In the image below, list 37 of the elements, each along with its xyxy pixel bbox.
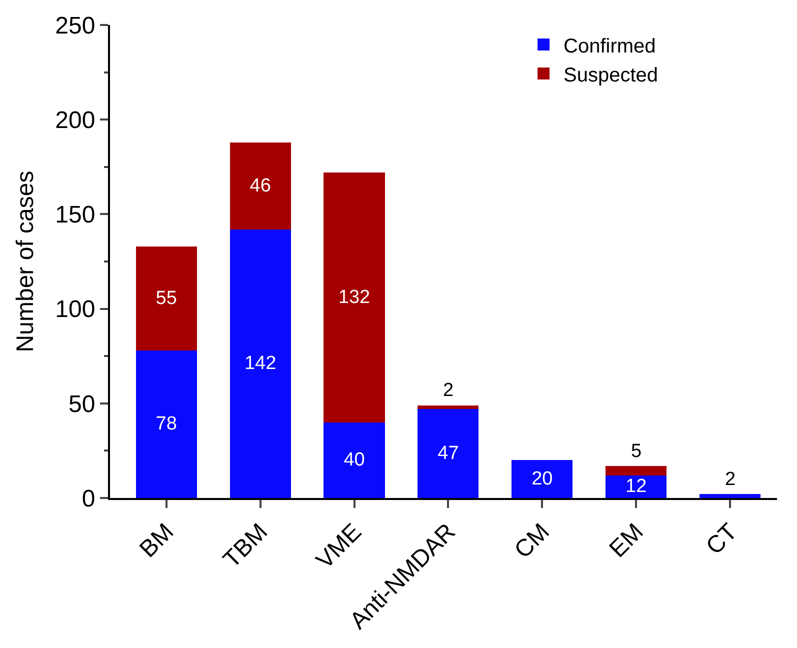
bar: [700, 494, 761, 498]
data-label: 40: [344, 450, 365, 471]
y-tick-label: 150: [55, 202, 96, 229]
x-tick-label: BM: [134, 518, 180, 563]
bar: [512, 460, 573, 498]
x-tick-label: CT: [701, 518, 743, 560]
bar: [606, 475, 667, 498]
data-label: 5: [631, 441, 642, 462]
y-tick-label: 50: [68, 390, 96, 418]
legend-label: Suspected: [564, 64, 658, 86]
bar: [606, 466, 667, 476]
data-label: 132: [338, 286, 370, 308]
y-axis-title: Number of cases: [12, 170, 39, 352]
data-label: 142: [244, 353, 276, 374]
data-label: 12: [626, 476, 647, 498]
data-label: 46: [250, 175, 271, 196]
bar: [136, 350, 197, 498]
data-label: 20: [532, 468, 553, 490]
data-label: 2: [725, 469, 736, 490]
bar: [230, 229, 291, 498]
data-label: 2: [443, 380, 454, 401]
bar: [136, 246, 197, 350]
data-label: 55: [156, 288, 177, 309]
bar: [418, 405, 479, 410]
data-label: 78: [156, 414, 177, 435]
y-tick-label: 0: [82, 485, 96, 512]
x-tick-label: EM: [604, 518, 649, 563]
bar: [324, 172, 385, 422]
data-label: 47: [438, 443, 459, 464]
bar: [324, 422, 385, 498]
y-tick-label: 250: [55, 12, 96, 40]
x-tick-label: CM: [509, 518, 555, 564]
bar: [230, 142, 291, 230]
legend-label: Confirmed: [564, 35, 656, 58]
y-tick-label: 100: [55, 296, 96, 324]
y-tick-label: 200: [55, 107, 96, 134]
bar: [418, 409, 479, 498]
